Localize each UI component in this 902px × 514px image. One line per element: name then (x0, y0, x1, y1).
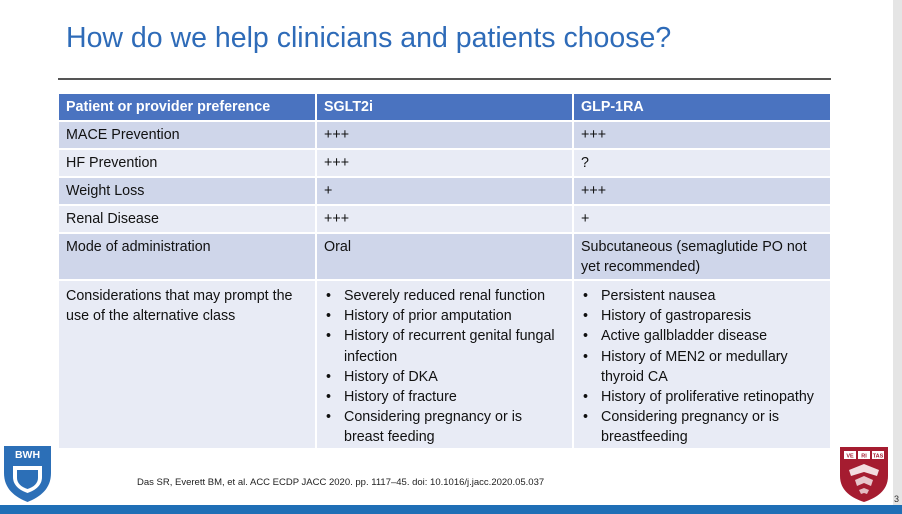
list-item: History of proliferative retinopathy (581, 387, 823, 407)
table-row: HF Prevention +++ ? (59, 148, 830, 177)
svg-text:VE: VE (846, 454, 854, 460)
row-label: HF Prevention (59, 148, 317, 177)
list-item: Considering pregnancy or is breastfeedin… (581, 407, 823, 447)
header-sglt2i: SGLT2i (316, 94, 574, 121)
svg-text:RI: RI (861, 454, 867, 460)
title-divider (58, 78, 831, 80)
list-item: History of fracture (324, 387, 565, 407)
sglt2i-value: + (316, 176, 574, 205)
window-frame-right: 3 (893, 0, 902, 514)
slide: How do we help clinicians and patients c… (0, 0, 893, 505)
list-item: Considering pregnancy or is breast feedi… (324, 407, 565, 447)
sglt2i-bullet-list: Severely reduced renal function History … (324, 286, 565, 448)
glp1ra-bullet-list: Persistent nausea History of gastropares… (581, 286, 823, 448)
considerations-row: Considerations that may prompt the use o… (59, 279, 830, 448)
table-row: Weight Loss + +++ (59, 176, 830, 205)
svg-text:BWH: BWH (15, 449, 40, 461)
considerations-label: Considerations that may prompt the use o… (59, 279, 317, 448)
sglt2i-considerations: Severely reduced renal function History … (316, 279, 574, 448)
bottom-accent-bar (0, 505, 902, 514)
slide-title: How do we help clinicians and patients c… (66, 22, 672, 54)
header-preference: Patient or provider preference (59, 94, 317, 121)
glp1ra-value: + (573, 204, 830, 233)
sglt2i-value: +++ (316, 120, 574, 149)
list-item: History of gastroparesis (581, 306, 823, 326)
sglt2i-value: +++ (316, 148, 574, 177)
list-item: History of MEN2 or medullary thyroid CA (581, 347, 823, 387)
table-header-row: Patient or provider preference SGLT2i GL… (59, 94, 830, 121)
harvard-shield-logo: VE RI TAS (840, 447, 888, 502)
glp1ra-value: Subcutaneous (semaglutide PO not yet rec… (573, 232, 830, 280)
list-item: Severely reduced renal function (324, 286, 565, 306)
comparison-table: Patient or provider preference SGLT2i GL… (59, 94, 830, 448)
row-label: Renal Disease (59, 204, 317, 233)
page-mark: 3 (894, 494, 900, 504)
glp1ra-considerations: Persistent nausea History of gastropares… (573, 279, 830, 448)
list-item: Active gallbladder disease (581, 326, 823, 346)
list-item: History of recurrent genital fungal infe… (324, 326, 565, 366)
svg-text:TAS: TAS (873, 454, 884, 460)
glp1ra-value: +++ (573, 176, 830, 205)
list-item: Persistent nausea (581, 286, 823, 306)
table-row: Mode of administration Oral Subcutaneous… (59, 232, 830, 280)
bwh-logo: BWH (4, 446, 51, 502)
table-row: MACE Prevention +++ +++ (59, 120, 830, 149)
list-item: History of DKA (324, 367, 565, 387)
header-glp1ra: GLP-1RA (573, 94, 830, 121)
list-item: History of prior amputation (324, 306, 565, 326)
row-label: Mode of administration (59, 232, 317, 280)
sglt2i-value: +++ (316, 204, 574, 233)
row-label: MACE Prevention (59, 120, 317, 149)
table-row: Renal Disease +++ + (59, 204, 830, 233)
sglt2i-value: Oral (316, 232, 574, 280)
citation: Das SR, Everett BM, et al. ACC ECDP JACC… (137, 477, 545, 488)
glp1ra-value: +++ (573, 120, 830, 149)
row-label: Weight Loss (59, 176, 317, 205)
glp1ra-value: ? (573, 148, 830, 177)
